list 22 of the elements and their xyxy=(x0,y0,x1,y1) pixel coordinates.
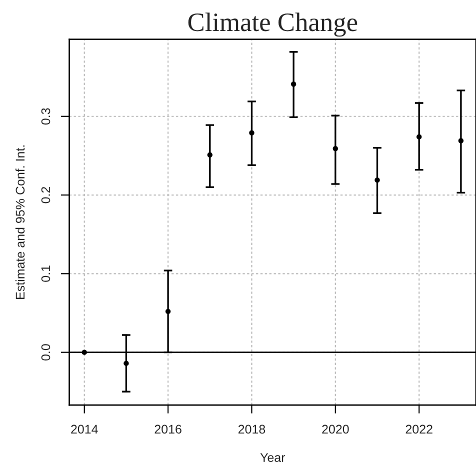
point xyxy=(124,360,129,366)
x-axis-title: Year xyxy=(260,453,286,462)
y-tick-label: 0.2 xyxy=(41,186,50,204)
x-tick-label: 2020 xyxy=(322,424,349,434)
point xyxy=(416,134,422,140)
point xyxy=(374,177,380,183)
x-tick-label: 2014 xyxy=(71,424,98,434)
point xyxy=(249,130,254,136)
x-tick-label: 2018 xyxy=(238,424,266,434)
point xyxy=(290,82,296,87)
point xyxy=(207,152,212,158)
y-tick-label: 0.3 xyxy=(41,108,50,125)
point xyxy=(458,138,464,144)
x-tick-label: 2016 xyxy=(154,424,182,434)
y-tick-label: 0.0 xyxy=(41,344,50,361)
y-tick-label: 0.1 xyxy=(41,266,50,282)
x-tick-label: 2022 xyxy=(406,424,432,434)
point xyxy=(332,146,338,152)
y-axis-title: Estimate and 95% Conf. Int. xyxy=(15,145,25,299)
point xyxy=(82,350,87,355)
point xyxy=(165,308,171,314)
chart-title: Climate Change xyxy=(188,12,358,37)
